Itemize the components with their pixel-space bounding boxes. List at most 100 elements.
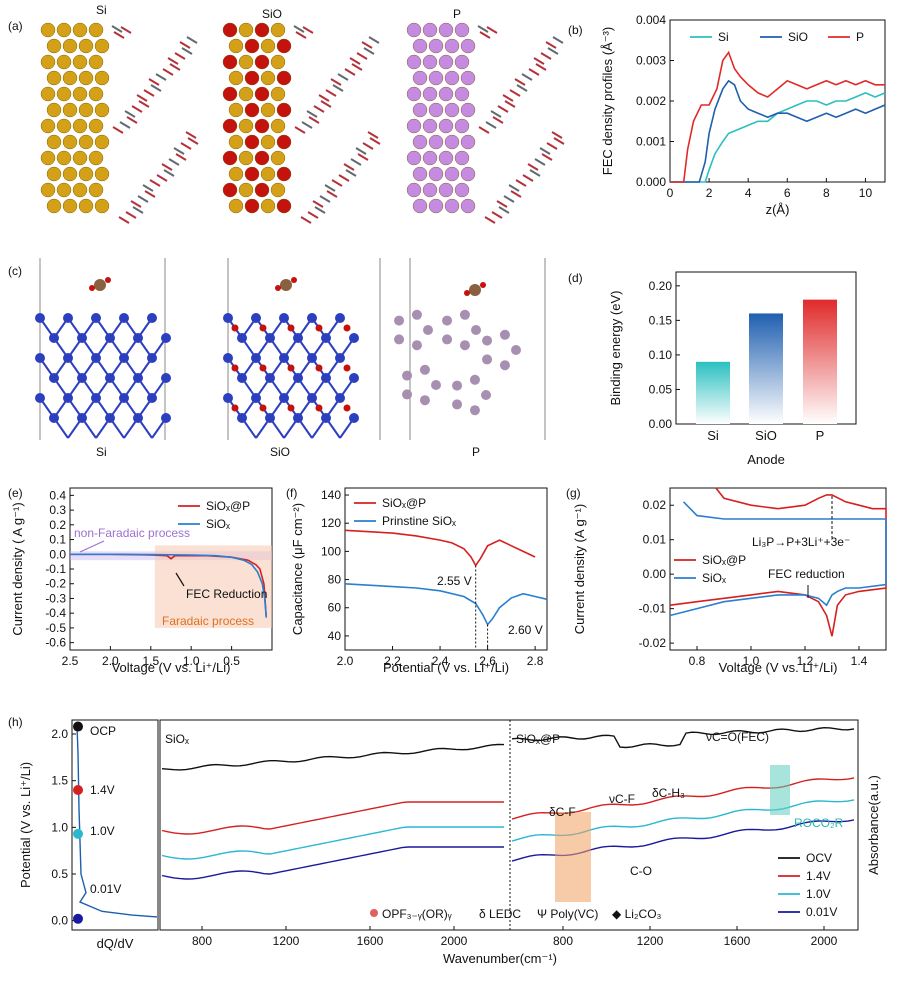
silicon-atom <box>161 413 171 423</box>
electrolyte-bond <box>547 47 559 55</box>
slab-atom <box>228 70 244 86</box>
slab-atom <box>422 182 438 198</box>
legend-siox-p-label: SiOₓ@P <box>206 499 250 513</box>
silicon-atom <box>279 393 289 403</box>
electrolyte-bond <box>173 147 185 155</box>
electrolyte-bond <box>162 68 174 76</box>
silicon-atom <box>293 373 303 383</box>
legend-opf: OPF₃₋ᵧ(OR)ᵧ <box>382 907 452 921</box>
ftir-frame <box>159 719 859 931</box>
slab-atom <box>62 134 78 150</box>
y-tick-label: 0.004 <box>636 13 666 27</box>
slab-atom <box>460 102 476 118</box>
slab-atom <box>40 86 56 102</box>
electrolyte-bond <box>120 26 132 34</box>
oxygen-atom <box>231 324 239 332</box>
slab-atom <box>444 198 460 214</box>
slab-atom <box>72 22 88 38</box>
slab-atom <box>72 86 88 102</box>
annot-reaction: Li₃P→P+3Li⁺+3e⁻ <box>752 535 850 549</box>
electrolyte-bond <box>496 200 508 208</box>
spectrum-left-0 <box>161 743 505 771</box>
legend-1.0v-label: 1.0V <box>806 887 831 901</box>
fec-molecules <box>89 277 486 296</box>
fec-oxygen <box>105 277 111 283</box>
fec-oxygen <box>291 277 297 283</box>
panel-b-label: (b) <box>568 23 583 37</box>
silicon-atom <box>105 413 115 423</box>
electrolyte-bond <box>312 200 324 208</box>
electrolyte-bond <box>343 163 355 171</box>
state-marker <box>73 828 83 839</box>
slab-atom <box>406 54 422 70</box>
silicon-atom <box>77 373 87 383</box>
slab-atom <box>276 70 292 86</box>
silicon-atom <box>223 313 233 323</box>
electrolyte-bond <box>516 84 528 92</box>
silicon-atom <box>307 393 317 403</box>
y-tick-label: 0.05 <box>649 382 673 396</box>
slab-atom <box>244 198 260 214</box>
x-tick-label: 1200 <box>273 934 300 948</box>
electrolyte-bond <box>497 105 509 113</box>
electrolyte-bond <box>486 26 498 34</box>
slab-atom <box>244 70 260 86</box>
silicon-atom <box>265 333 275 343</box>
oxygen-atom <box>287 324 295 332</box>
electrolyte-bond <box>308 116 320 124</box>
x-tick-label: 2.4 <box>432 654 449 668</box>
slab-atom <box>270 86 286 102</box>
slab-atom <box>444 134 460 150</box>
electrolyte-bond <box>515 179 527 187</box>
electrolyte-bond <box>324 184 336 192</box>
electrolyte-bond <box>124 110 136 118</box>
electrolyte-bond <box>293 25 305 33</box>
slab-atom <box>412 134 428 150</box>
slab-atom <box>62 198 78 214</box>
slab-atom <box>428 70 444 86</box>
electrolyte-bond <box>169 63 181 71</box>
slab-atom <box>270 118 286 134</box>
slab-atom <box>270 150 286 166</box>
slab-atom <box>244 38 260 54</box>
electrolyte-bond <box>345 169 357 177</box>
h-peak-dch3: δC-H₃ <box>652 786 685 800</box>
slab-atom <box>412 38 428 54</box>
slab-atom <box>444 38 460 54</box>
silicon-atom <box>307 353 317 363</box>
silicon-atom <box>223 393 233 403</box>
silicon-atom <box>49 333 59 343</box>
slab-atom <box>254 182 270 198</box>
x-tick-label: 4 <box>745 186 752 200</box>
highlight-band-orange <box>555 812 591 902</box>
electrolyte-bond <box>302 26 314 34</box>
h-state-ocp: OCP <box>90 724 116 738</box>
phosphorus-atom <box>394 315 405 326</box>
silicon-atom <box>223 353 233 363</box>
slab-atom <box>438 22 454 38</box>
spectrum-right-0 <box>511 726 855 749</box>
slab-atom <box>276 134 292 150</box>
slab-atom <box>94 38 110 54</box>
electrolyte-bond <box>163 169 175 177</box>
y-tick-label: 0.00 <box>643 567 667 581</box>
x-tick-label: 0.8 <box>689 654 706 668</box>
chart-g: 0.8 1.0 1.2 1.4 0.02 0.01 0.00 -0.01 -0.02 SiOₓ@P… <box>572 487 887 675</box>
annot-faradaic: Faradaic process <box>162 614 254 628</box>
oxygen-atom <box>343 404 351 412</box>
panel-c-title-sio: SiO <box>270 445 290 459</box>
slab-atom <box>62 38 78 54</box>
slab-atom <box>228 166 244 182</box>
electrolyte-bond <box>369 137 381 145</box>
slab-atom <box>260 198 276 214</box>
slab-atom <box>444 102 460 118</box>
phosphorus-atom <box>482 335 493 346</box>
chart-h: 0.0 0.5 1.0 1.5 2.0 Potential (V vs. Li⁺/Li) d… <box>18 719 881 966</box>
y-tick-label: 40 <box>328 629 342 643</box>
electrolyte-bond <box>535 63 547 71</box>
x-axis-label: Anode <box>747 452 785 467</box>
silicon-atom <box>147 393 157 403</box>
slab-atom <box>238 22 254 38</box>
slab-atom <box>428 198 444 214</box>
legend-siox-label: SiOₓ <box>702 571 726 585</box>
